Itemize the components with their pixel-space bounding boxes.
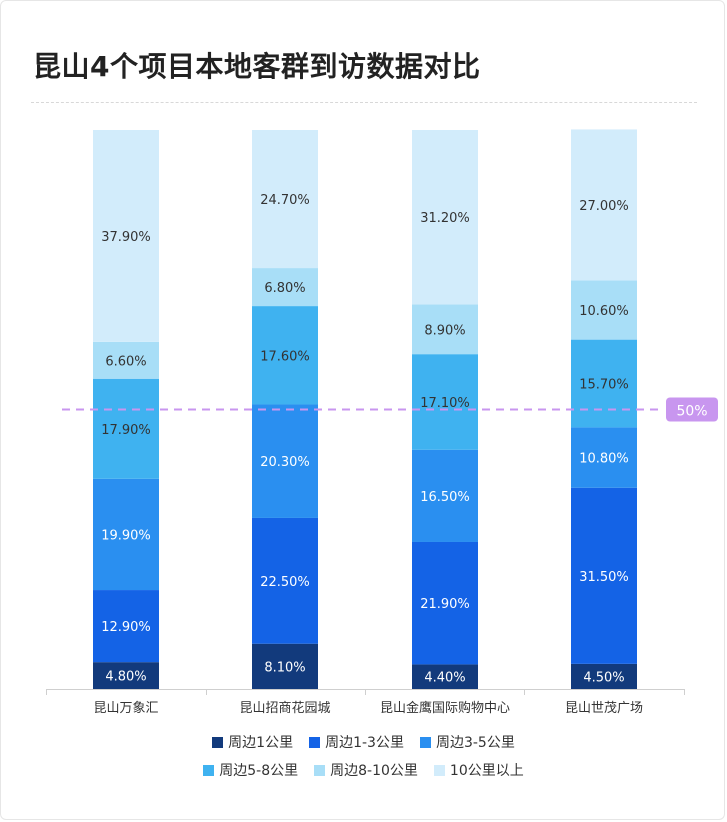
data-label: 15.70% bbox=[579, 378, 629, 393]
data-label: 12.90% bbox=[101, 620, 151, 635]
bar-segment bbox=[252, 130, 318, 269]
data-label: 27.00% bbox=[579, 199, 629, 214]
bar-segment bbox=[93, 130, 159, 342]
bar-stack: 4.50% 31.50% 10.80% 15.70% 10.60% 27.00% bbox=[571, 129, 637, 689]
legend-label: 周边5-8公里 bbox=[219, 763, 299, 779]
bar-stack: 8.10% 22.50% 20.30% 17.60% 6.80% 24.70% bbox=[252, 130, 318, 689]
bar-segment bbox=[412, 449, 478, 542]
data-label: 22.50% bbox=[260, 575, 310, 590]
data-label: 4.50% bbox=[583, 670, 624, 685]
legend-item: 周边1-3公里 bbox=[309, 732, 404, 752]
legend-label: 周边8-10公里 bbox=[330, 763, 418, 779]
stacked-bar-chart: 4.80% 12.90% 19.90% 17.90% 6.60% 37.90% 8.10% 2… bbox=[46, 129, 718, 716]
bar-segment bbox=[252, 517, 318, 644]
legend-label: 周边3-5公里 bbox=[435, 735, 515, 751]
data-label: 31.50% bbox=[579, 570, 629, 585]
x-tick-label: 昆山金鹰国际购物中心 bbox=[380, 700, 510, 716]
legend-item: 周边1公里 bbox=[212, 732, 293, 752]
data-label: 6.60% bbox=[105, 354, 146, 369]
bar-segment bbox=[412, 664, 478, 689]
data-label: 19.90% bbox=[101, 528, 151, 543]
title-divider bbox=[31, 102, 697, 103]
bar-segment bbox=[571, 427, 637, 488]
bar-segment bbox=[412, 541, 478, 665]
data-label: 31.20% bbox=[420, 211, 470, 226]
legend-row: 周边5-8公里 周边8-10公里 10公里以上 bbox=[0, 756, 727, 784]
bar-segment bbox=[252, 306, 318, 405]
bar-segment bbox=[93, 590, 159, 663]
bar-segment bbox=[571, 487, 637, 664]
data-label: 20.30% bbox=[260, 455, 310, 470]
data-label: 24.70% bbox=[260, 193, 310, 208]
legend-row: 周边1公里 周边1-3公里 周边3-5公里 bbox=[0, 728, 727, 756]
bar-segment bbox=[412, 354, 478, 450]
bar-segment bbox=[571, 663, 637, 689]
legend-swatch bbox=[203, 764, 215, 776]
legend-swatch bbox=[212, 736, 224, 748]
legend-item: 周边5-8公里 bbox=[203, 760, 298, 780]
data-label: 16.50% bbox=[420, 490, 470, 505]
bar-segment bbox=[93, 341, 159, 379]
legend-swatch bbox=[309, 736, 321, 748]
x-tick-label: 昆山万象汇 bbox=[93, 701, 158, 716]
data-label: 4.40% bbox=[424, 671, 465, 686]
bar-segment bbox=[93, 662, 159, 689]
data-label: 17.90% bbox=[101, 423, 151, 438]
reference-line-badge bbox=[666, 397, 718, 422]
data-label: 10.60% bbox=[579, 304, 629, 319]
data-label: 37.90% bbox=[101, 230, 151, 245]
data-label: 17.10% bbox=[420, 396, 470, 411]
data-label: 17.60% bbox=[260, 349, 310, 364]
chart-title: 昆山4个项目本地客群到访数据对比 bbox=[33, 50, 481, 83]
bar-segment bbox=[252, 404, 318, 518]
data-label: 4.80% bbox=[105, 670, 146, 685]
legend-label: 周边1公里 bbox=[228, 735, 294, 751]
bar-stack: 4.40% 21.90% 16.50% 17.10% 8.90% 31.20% bbox=[412, 130, 478, 689]
legend-swatch bbox=[314, 764, 326, 776]
bar-segment bbox=[252, 643, 318, 689]
chart-legend: 周边1公里 周边1-3公里 周边3-5公里 周边5-8公里 周边8-10公里 10公里以… bbox=[0, 728, 727, 784]
data-label: 8.10% bbox=[264, 660, 305, 675]
legend-item: 周边3-5公里 bbox=[419, 732, 515, 752]
legend-swatch bbox=[433, 764, 445, 776]
legend-label: 周边1-3公里 bbox=[325, 735, 404, 751]
bar-segment bbox=[93, 378, 159, 479]
x-tick-label: 昆山招商花园城 bbox=[239, 700, 330, 716]
x-tick-label: 昆山世茂广场 bbox=[565, 701, 643, 716]
bar-segment bbox=[93, 478, 159, 591]
data-label: 6.80% bbox=[264, 281, 305, 296]
legend-item: 10公里以上 bbox=[433, 760, 524, 780]
bar-segment bbox=[571, 339, 637, 428]
reference-line-label: 50% bbox=[676, 404, 707, 420]
bar-stack: 4.80% 12.90% 19.90% 17.90% 6.60% 37.90% bbox=[93, 130, 159, 689]
legend-swatch bbox=[419, 736, 431, 748]
legend-label: 10公里以上 bbox=[449, 763, 524, 779]
bar-segment bbox=[571, 280, 637, 340]
bar-segment bbox=[412, 130, 478, 305]
bar-segment bbox=[412, 304, 478, 355]
data-label: 10.80% bbox=[579, 452, 629, 467]
data-label: 8.90% bbox=[424, 323, 465, 338]
data-label: 21.90% bbox=[420, 597, 470, 612]
legend-item: 周边8-10公里 bbox=[314, 760, 418, 780]
bar-segment bbox=[571, 129, 637, 281]
bar-segment bbox=[252, 268, 318, 307]
